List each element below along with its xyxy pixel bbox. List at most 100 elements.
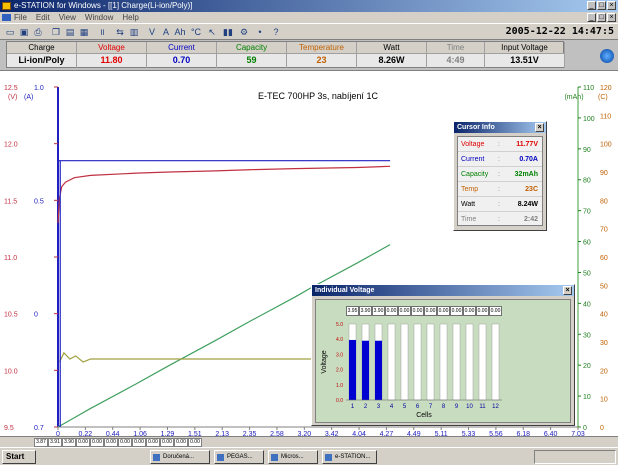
right-unit-capacity: (mAh) (564, 94, 583, 101)
cell-x-tick-label: 9 (455, 404, 459, 410)
cell-y-tick-label: 0.0 (336, 398, 343, 404)
cursor-info-row: Temp: 23C (458, 182, 542, 197)
system-tray (534, 450, 616, 464)
maximize-button[interactable]: □ (597, 1, 606, 10)
cursor-info-close-button[interactable]: × (535, 123, 544, 132)
help-icon[interactable]: ? (273, 27, 279, 37)
cell-bar-background (491, 323, 500, 401)
cursor-info-value: 2:42 (523, 216, 538, 223)
taskbar-item-mail[interactable]: Doručená... (150, 450, 210, 464)
capacity-tick-label: 100 (583, 116, 595, 123)
menu-help[interactable]: Help (122, 13, 139, 22)
cell-value-box: 0.00 (476, 306, 489, 316)
taskbar-item-pegas[interactable]: PEGAS... (214, 450, 264, 464)
doc-restore-button[interactable]: □ (597, 13, 606, 22)
doc-close-button[interactable]: × (607, 13, 616, 22)
current-tick-label: 0.7 (34, 425, 44, 432)
toolbar: ▭ ▣ ⎙ ❐ ▤ ▦ ॥ ⇆ ▥ V A Ah °C ↖ ▮▮ ⚙ • ? 2… (0, 23, 618, 40)
taskbar-item-microsoft[interactable]: Micros... (268, 450, 318, 464)
start-button[interactable]: Start (2, 450, 36, 464)
cursor-info-titlebar[interactable]: Cursor Info × (454, 122, 546, 133)
cell-x-tick-label: 4 (390, 404, 394, 410)
x-tick-label: 1.29 (161, 431, 175, 437)
cursor-info-label: Time (461, 216, 477, 223)
print-icon[interactable]: ⎙ (34, 27, 42, 37)
grid-icon[interactable]: ▥ (129, 27, 139, 37)
x-tick-label: 5.11 (435, 431, 448, 437)
individual-voltage-window[interactable]: Individual Voltage × 3.95 3.90 3.90 0.00 0.0… (311, 284, 575, 426)
capacity-tick-label: 110 (583, 85, 594, 92)
export-icon[interactable]: ▦ (79, 27, 89, 37)
voltage-tick-label: 12.5 (4, 85, 18, 92)
x-tick-label: 1.06 (133, 431, 147, 437)
cursor-info-window[interactable]: Cursor Info × Voltage: 11.77V Current: 0.70… (453, 121, 547, 231)
cell-readout-box: 0.00 (90, 438, 104, 447)
cell-y-axis-label: Voltage (321, 350, 328, 373)
menu-window[interactable]: Window (84, 13, 114, 22)
cell-x-tick-label: 5 (403, 404, 407, 410)
status-header: Current (147, 42, 216, 54)
cursor-info-value: 11.77V (516, 141, 538, 148)
temp-tick-label: 60 (600, 255, 608, 262)
cell-x-tick-label: 3 (377, 404, 381, 410)
x-tick-label: 2.58 (270, 431, 284, 437)
capacity-tick-label: 10 (583, 394, 591, 401)
temp-tick-label: 100 (600, 142, 612, 149)
status-table: Charge Li-ion/Poly Voltage 11.80 Current 0.70… (6, 41, 565, 68)
connect-icon[interactable]: ⇆ (116, 27, 124, 37)
status-column-5: Watt 8.26W (357, 42, 427, 68)
window-title: e-STATION for Windows - [[1] Charge(Li-i… (14, 1, 193, 10)
copy-icon[interactable]: ❐ (51, 27, 61, 37)
individual-voltage-close-button[interactable]: × (563, 286, 572, 295)
capacity-tick-label: 90 (583, 147, 591, 154)
x-tick-label: 5.56 (489, 431, 503, 437)
cursor-info-row: Time: 2:42 (458, 212, 542, 227)
capacity-tick-label: 40 (583, 301, 591, 308)
cell-readout-box: 3.87 (34, 438, 48, 447)
pause-icon[interactable]: ॥ (99, 27, 105, 37)
paste-icon[interactable]: ▤ (65, 27, 75, 37)
left-unit-current: (A) (24, 94, 33, 101)
cell-x-axis-label: Cells (416, 412, 432, 419)
menu-edit[interactable]: Edit (35, 13, 50, 22)
cursor-icon[interactable]: ↖ (208, 27, 216, 37)
window-controls: _ □ × (587, 1, 616, 10)
save-icon[interactable]: ▣ (19, 27, 29, 37)
close-button[interactable]: × (607, 1, 616, 10)
status-header: Watt (357, 42, 426, 54)
individual-voltage-titlebar[interactable]: Individual Voltage × (312, 285, 574, 296)
voltage-toggle-icon[interactable]: V (148, 27, 155, 37)
cell-bar-background (465, 323, 474, 401)
taskbar-item-estation[interactable]: e-STATION... (322, 450, 377, 464)
menu-file[interactable]: File (14, 13, 27, 22)
current-toggle-icon[interactable]: A (162, 27, 169, 37)
menu-view[interactable]: View (58, 13, 76, 22)
cell-y-tick-label: 3.0 (336, 352, 343, 358)
document-icon (2, 14, 11, 21)
open-icon[interactable]: ▭ (5, 27, 15, 37)
dot-icon[interactable]: • (258, 27, 262, 37)
cell-view-icon[interactable]: ▮▮ (223, 27, 233, 37)
settings-icon[interactable]: ⚙ (239, 27, 249, 37)
cursor-info-label: Watt (461, 201, 476, 208)
cell-x-tick-label: 7 (429, 404, 433, 410)
cell-voltage-bar (349, 339, 356, 400)
cell-bar-background (439, 323, 448, 401)
cell-value-box: 0.00 (411, 306, 424, 316)
capacity-toggle-icon[interactable]: Ah (174, 27, 186, 37)
cell-value-box: 0.00 (450, 306, 463, 316)
cell-readout-strip: 3.87 3.91 3.90 0.00 0.00 0.00 0.00 0.00 0.00 0.00… (0, 436, 618, 447)
status-column-2: Current 0.70 (147, 42, 217, 68)
current-tick-label: 0 (34, 312, 38, 319)
individual-voltage-title: Individual Voltage (315, 287, 375, 294)
minimize-button[interactable]: _ (587, 1, 596, 10)
status-value: 0.70 (147, 54, 216, 67)
cursor-info-label: Voltage (461, 141, 485, 148)
cursor-info-body: Voltage: 11.77V Current: 0.70A Capacity: 32mA… (457, 136, 543, 227)
temp-toggle-icon[interactable]: °C (190, 27, 202, 37)
status-column-1: Voltage 11.80 (77, 42, 147, 68)
cursor-info-row: Capacity: 32mAh (458, 167, 542, 182)
x-tick-label: 2.35 (243, 431, 257, 437)
doc-minimize-button[interactable]: _ (587, 13, 596, 22)
